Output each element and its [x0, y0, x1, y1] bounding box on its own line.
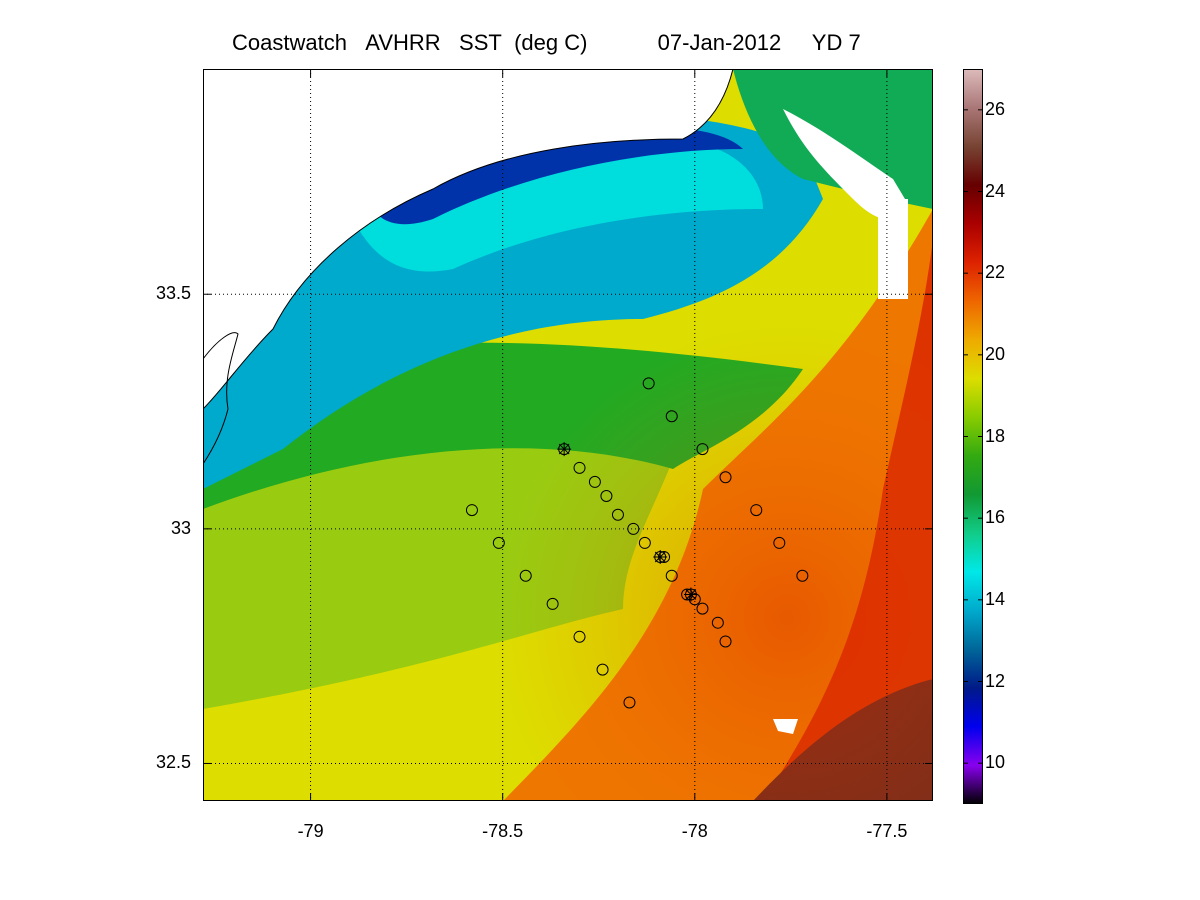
station-circle: [492, 536, 505, 549]
cloud-patch-south: [773, 719, 798, 734]
station-circle: [665, 569, 678, 582]
x-tick-label: -78.5: [482, 821, 524, 841]
station-circle: [465, 504, 478, 517]
station-circle: [642, 377, 655, 390]
colorbar-tick-label: 10: [985, 752, 1006, 773]
sst-map: [203, 69, 933, 801]
station-circle: [627, 522, 640, 535]
station-circle: [588, 475, 601, 488]
station-circle: [696, 602, 709, 615]
station-circle: [573, 461, 586, 474]
x-tick-label: -78: [681, 821, 708, 841]
station-circle: [773, 536, 786, 549]
title-yearday: YD 7: [811, 30, 861, 55]
station-circle: [688, 593, 701, 606]
station-star: [683, 587, 698, 602]
station-circle: [750, 504, 763, 517]
station-circle: [665, 410, 678, 423]
colorbar-ticks: [963, 109, 983, 764]
x-tick-label: -77.5: [866, 821, 908, 841]
colorbar-gradient: [963, 69, 983, 804]
colorbar: [963, 69, 983, 804]
colorbar-tick-label: 14: [985, 588, 1006, 609]
colorbar-tick-label: 24: [985, 180, 1006, 201]
station-circle: [600, 490, 613, 502]
station-circle: [796, 569, 809, 582]
colorbar-tick-label: 18: [985, 425, 1006, 446]
station-circle: [719, 635, 732, 648]
coastline-inlet: [203, 332, 239, 465]
station-circle: [611, 508, 624, 521]
colorbar-tick-label: 12: [985, 670, 1006, 691]
title-date: 07-Jan-2012: [657, 30, 782, 55]
y-tick-label: 33: [170, 517, 191, 538]
station-markers: [465, 377, 809, 709]
station-star: [653, 550, 668, 564]
title-source: Coastwatch: [232, 30, 347, 55]
station-circle: [696, 443, 709, 456]
station-circle: [596, 663, 609, 676]
x-tick-label: -79: [297, 821, 324, 841]
colorbar-tick-label: 20: [985, 343, 1006, 364]
station-star: [557, 442, 572, 457]
map-frame: [203, 69, 933, 801]
chart-title: Coastwatch AVHRR SST (deg C) 07-Jan-2012…: [232, 30, 861, 56]
cloud-patch-north: [783, 109, 908, 219]
title-variable: SST: [459, 30, 502, 55]
title-unit: (deg C): [514, 30, 588, 55]
cloud-patch-east: [878, 199, 908, 299]
land-mask: [203, 69, 733, 409]
colorbar-tick-label: 22: [985, 262, 1006, 283]
coastline: [203, 69, 734, 410]
station-circle: [623, 696, 636, 709]
colorbar-tick-label: 26: [985, 98, 1006, 119]
y-tick-label: 32.5: [155, 752, 191, 773]
station-circle: [719, 471, 732, 484]
station-circle: [546, 597, 559, 610]
station-circle: [519, 569, 532, 582]
colorbar-tick-label: 16: [985, 507, 1006, 528]
station-circle: [711, 616, 724, 629]
title-sensor: AVHRR: [365, 30, 441, 55]
axis-ticks: [203, 69, 933, 801]
y-tick-label: 33.5: [155, 283, 191, 304]
station-circle: [638, 536, 651, 549]
graticule: [203, 69, 933, 801]
station-circle: [573, 630, 586, 643]
